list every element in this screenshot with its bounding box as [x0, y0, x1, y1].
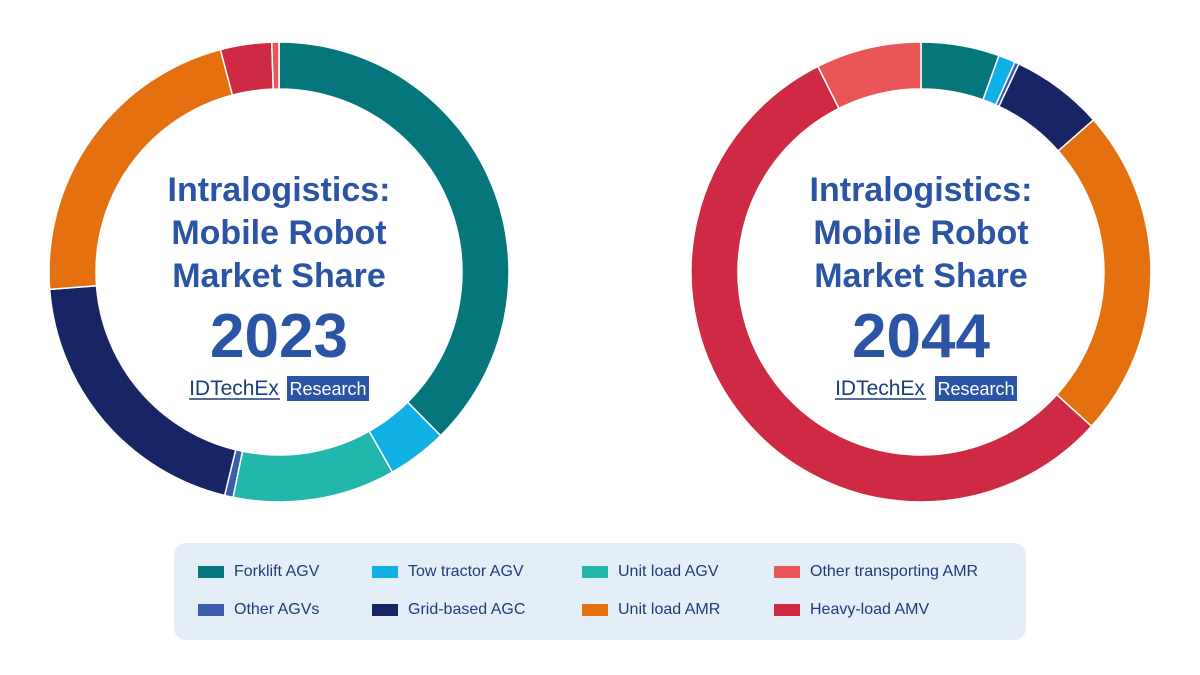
legend-label: Forklift AGV [234, 563, 320, 580]
slice-unit-load-amr [48, 48, 234, 291]
legend-swatch [198, 604, 224, 616]
brand-name: IDTechEx [189, 377, 279, 400]
legend-item-other-agvs: Other AGVs [198, 599, 319, 621]
brand-tag-box [935, 376, 1017, 401]
chart-title-line-1: Intralogistics: [168, 171, 391, 209]
legend-label: Other AGVs [234, 601, 320, 618]
slice-unit-load-amr [1055, 118, 1152, 428]
slice-heavy-load-amv [690, 65, 1093, 503]
legend-swatch [198, 566, 224, 578]
legend-item-unit-load-amr: Unit load AMR [582, 599, 720, 621]
chart-title-line-3: Market Share [172, 257, 386, 295]
legend-label: Grid-based AGC [408, 601, 526, 618]
legend-swatch [774, 604, 800, 616]
legend-item-grid-based-agc: Grid-based AGC [372, 599, 525, 621]
legend-item-heavy-load-amv: Heavy-load AMV [774, 599, 929, 621]
slice-other-transporting-amr [816, 41, 922, 110]
legend-swatch [372, 604, 398, 616]
donut-chart-2044: Intralogistics: Mobile Robot Market Shar… [690, 41, 1152, 503]
brand-name: IDTechEx [835, 377, 925, 400]
legend-item-unit-load-agv: Unit load AGV [582, 561, 719, 583]
chart-title-line-1: Intralogistics: [810, 171, 1033, 209]
brand-tag: Research [937, 379, 1014, 399]
legend-label: Other transporting AMR [810, 563, 979, 580]
brand-tag-box [287, 376, 369, 401]
legend-swatch [372, 566, 398, 578]
legend-swatch [582, 566, 608, 578]
legend: Forklift AGV Tow tractor AGV Unit load A… [174, 543, 1026, 640]
legend-label: Tow tractor AGV [408, 563, 524, 580]
chart-title-line-2: Mobile Robot [813, 214, 1028, 252]
legend-label: Heavy-load AMV [810, 601, 930, 618]
slice-other-transporting-amr [271, 41, 280, 90]
chart-title-line-2: Mobile Robot [171, 214, 386, 252]
brand-tag: Research [289, 379, 366, 399]
chart-year: 2044 [852, 302, 990, 371]
chart-title-line-3: Market Share [814, 257, 1028, 295]
chart-year: 2023 [210, 302, 348, 371]
slice-unit-load-agv [232, 430, 394, 503]
legend-label: Unit load AMR [618, 601, 721, 618]
legend-item-other-transporting-amr: Other transporting AMR [774, 561, 978, 583]
donut-charts: Intralogistics: Mobile Robot Market Shar… [48, 41, 1152, 503]
legend-item-tow-tractor-agv: Tow tractor AGV [372, 561, 524, 583]
legend-swatch [582, 604, 608, 616]
legend-item-forklift-agv: Forklift AGV [198, 561, 319, 583]
legend-label: Unit load AGV [618, 563, 719, 580]
donut-chart-2023: Intralogistics: Mobile Robot Market Shar… [48, 41, 510, 503]
legend-swatch [774, 566, 800, 578]
